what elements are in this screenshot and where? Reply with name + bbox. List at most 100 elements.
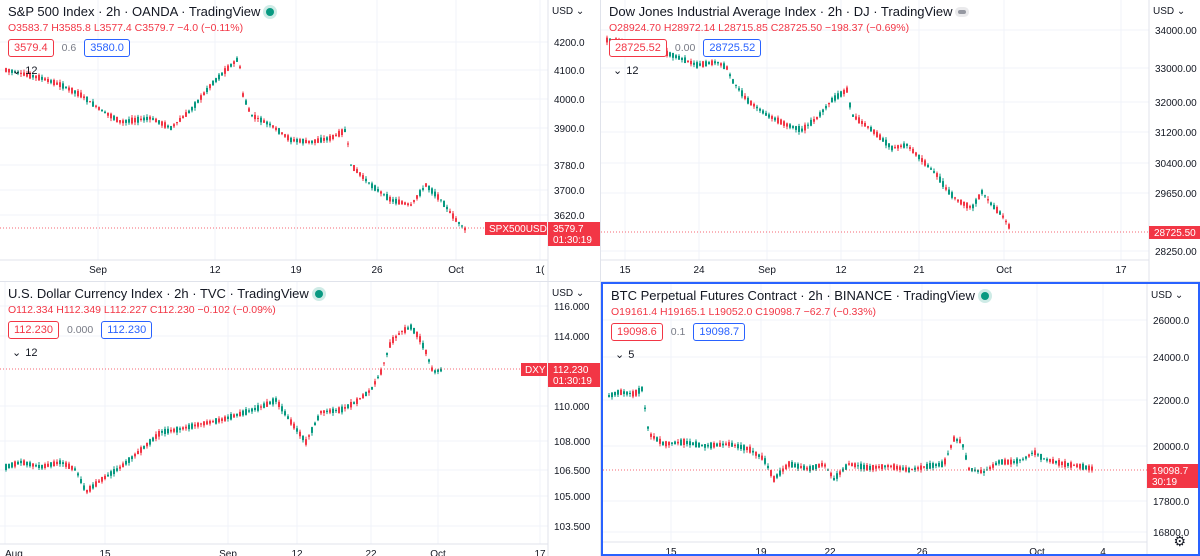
y-axis-tick-label: 105.000 — [554, 492, 591, 503]
btc-sell-button[interactable]: 19098.6 — [611, 323, 663, 341]
gear-icon[interactable]: ⚙ — [1173, 533, 1186, 549]
candle — [735, 84, 737, 86]
candle — [641, 386, 643, 392]
candle — [416, 331, 418, 338]
candle — [407, 327, 409, 330]
spx-buy-button[interactable]: 3580.0 — [84, 39, 130, 57]
candle — [816, 116, 818, 120]
candle — [705, 61, 707, 67]
candle — [909, 147, 911, 149]
candle — [155, 118, 157, 123]
candle — [917, 467, 919, 470]
currency-selector[interactable]: USD ⌄ — [552, 6, 584, 17]
pane-divider-vertical[interactable] — [600, 0, 601, 556]
bar-countdown: 30:19 — [1152, 477, 1177, 488]
candle — [212, 80, 214, 86]
candle — [419, 190, 421, 196]
candle — [464, 227, 466, 231]
currency-selector[interactable]: USD ⌄ — [1153, 6, 1185, 17]
candle — [923, 466, 925, 468]
candle — [731, 442, 733, 447]
chart-pane-dxy[interactable]: 116.000 114.000 110.000 108.000 106.500 105.0… — [0, 282, 600, 556]
chart-pane-spx[interactable]: 4200.0 4100.0 4000.0 3900.0 3780.0 3700.0 3620… — [0, 0, 600, 281]
candle — [65, 86, 67, 89]
chart-pane-dji[interactable]: 34000.00 33000.00 32000.00 31200.00 30400.00… — [601, 0, 1200, 281]
currency-selector[interactable]: USD ⌄ — [1151, 290, 1183, 301]
dji-sell-button[interactable]: 28725.52 — [609, 39, 667, 57]
chart-pane-btc[interactable]: 26000.0 24000.0 22000.0 20000.0 17800.0 16800… — [601, 282, 1200, 556]
candle — [716, 443, 718, 447]
dxy-buy-button[interactable]: 112.230 — [101, 321, 153, 339]
candle — [789, 124, 791, 128]
candle — [254, 114, 256, 120]
btc-chart-canvas[interactable]: 26000.0 24000.0 22000.0 20000.0 17800.0 16800… — [603, 284, 1198, 554]
currency-selector[interactable]: USD ⌄ — [552, 288, 584, 299]
candle — [80, 92, 82, 98]
candle — [71, 465, 73, 470]
candle — [431, 188, 433, 194]
spx-indicators-toggle[interactable]: ⌄ 12 — [8, 63, 41, 78]
candle — [68, 87, 70, 91]
candle — [434, 191, 436, 197]
dxy-chart-canvas[interactable]: 116.000 114.000 110.000 108.000 106.500 105.0… — [0, 282, 600, 556]
candle — [962, 444, 964, 448]
candle — [158, 120, 160, 124]
candle — [950, 445, 952, 448]
candle — [392, 337, 394, 343]
candle — [687, 60, 689, 63]
candle — [428, 359, 430, 362]
candle — [810, 119, 812, 126]
btc-indicators-toggle[interactable]: ⌄ 5 — [611, 347, 638, 362]
candle — [669, 52, 671, 57]
dji-symbol-title[interactable]: Dow Jones Industrial Average Index · 2h … — [609, 4, 953, 19]
candle — [164, 122, 166, 128]
candle — [836, 473, 838, 479]
x-axis-tick-label: 12 — [291, 549, 303, 556]
candle — [353, 165, 355, 171]
candle — [998, 460, 1000, 464]
spx-sell-button[interactable]: 3579.4 — [8, 39, 54, 57]
last-price-label — [548, 363, 600, 387]
candle — [671, 442, 673, 444]
spx-chart-canvas[interactable]: 4200.0 4100.0 4000.0 3900.0 3780.0 3700.0 3620… — [0, 0, 600, 281]
candle — [995, 462, 997, 466]
candle — [203, 92, 205, 96]
btc-buy-button[interactable]: 19098.7 — [693, 323, 746, 341]
dxy-spread: 0.000 — [66, 324, 94, 336]
dji-buy-button[interactable]: 28725.52 — [703, 39, 762, 57]
candle — [413, 200, 415, 202]
candle — [338, 407, 340, 414]
candle — [95, 481, 97, 487]
candle — [614, 391, 616, 396]
candle — [404, 327, 406, 333]
candle — [383, 194, 385, 196]
y-axis-tick-label: 33000.00 — [1155, 64, 1197, 75]
candle — [785, 464, 787, 470]
x-axis-tick-label: 15 — [665, 547, 677, 554]
dxy-sell-button[interactable]: 112.230 — [8, 321, 59, 339]
candle — [935, 464, 937, 467]
btc-symbol-title[interactable]: BTC Perpetual Futures Contract · 2h · BI… — [611, 288, 975, 303]
candle — [146, 442, 148, 447]
candle — [924, 160, 926, 166]
y-axis-tick-label: 22000.0 — [1153, 396, 1190, 407]
dji-indicators-toggle[interactable]: ⌄ 12 — [609, 63, 642, 78]
x-axis-tick-label: 26 — [371, 265, 383, 276]
dji-legend: Dow Jones Industrial Average Index · 2h … — [609, 4, 967, 78]
candle — [714, 61, 716, 64]
symbol-tag-text: DXY — [525, 365, 546, 376]
dxy-indicators-toggle[interactable]: ⌄ 12 — [8, 345, 41, 360]
spx-symbol-title[interactable]: S&P 500 Index · 2h · OANDA · TradingView — [8, 4, 261, 19]
candle — [878, 466, 880, 468]
candle — [971, 468, 973, 472]
candle — [269, 401, 271, 405]
candle — [344, 129, 346, 133]
dxy-symbol-title[interactable]: U.S. Dollar Currency Index · 2h · TVC · … — [8, 286, 309, 301]
candle — [158, 430, 160, 437]
pane-divider-horizontal[interactable] — [0, 281, 1200, 282]
candle — [329, 409, 331, 413]
candle — [161, 430, 163, 433]
candle — [428, 185, 430, 191]
candle — [344, 406, 346, 409]
candle — [653, 435, 655, 439]
